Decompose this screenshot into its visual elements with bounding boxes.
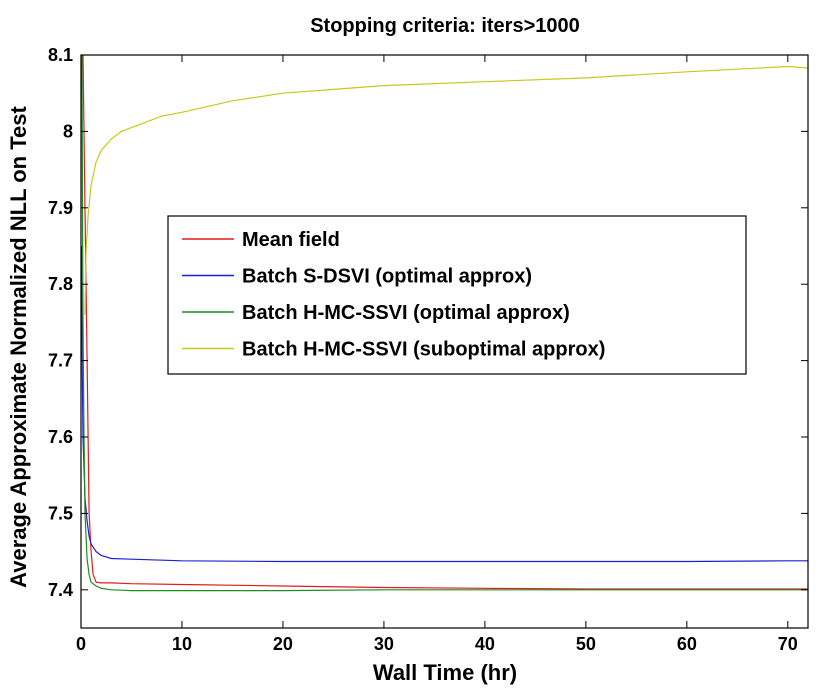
series-line-1: [82, 55, 808, 590]
legend-label: Batch S-DSVI (optimal approx): [242, 266, 532, 288]
y-tick-label: 7.9: [48, 198, 73, 218]
legend-label: Mean field: [242, 229, 340, 251]
plot-frame: [80, 54, 809, 629]
y-axis-label: Average Approximate Normalized NLL on Te…: [6, 106, 31, 588]
series-line-4: [84, 65, 808, 315]
legend: Mean field Batch S-DSVI (optimal approx) B…: [167, 215, 747, 375]
x-tick-label: 50: [576, 634, 596, 654]
legend-box: [167, 215, 747, 375]
y-tick-label: 7.5: [48, 503, 73, 523]
y-tick-label: 7.8: [48, 274, 73, 294]
x-tick-label: 60: [677, 634, 697, 654]
y-tick-label: 7.7: [48, 351, 73, 371]
x-tick-label: 30: [374, 634, 394, 654]
ticks-layer: 0 10 20 30 40 50 60 70 7.4 7.5 7.6 7.7 7.8 7.9 8 8.1: [48, 45, 808, 654]
x-tick-label: 70: [778, 634, 798, 654]
y-tick-label: 8: [63, 121, 73, 141]
x-tick-label: 10: [172, 634, 192, 654]
y-tick-label: 7.6: [48, 427, 73, 447]
x-tick-label: 0: [76, 634, 86, 654]
legend-label: Batch H-MC-SSVI (suboptimal approx): [242, 339, 605, 361]
y-tick-label: 8.1: [48, 45, 73, 65]
x-tick-label: 20: [273, 634, 293, 654]
x-axis-label: Wall Time (hr): [373, 660, 517, 685]
legend-label: Batch H-MC-SSVI (optimal approx): [242, 302, 570, 324]
chart-title: Stopping criteria: iters>1000: [310, 15, 580, 37]
y-tick-label: 7.4: [48, 580, 73, 600]
x-tick-label: 40: [475, 634, 495, 654]
